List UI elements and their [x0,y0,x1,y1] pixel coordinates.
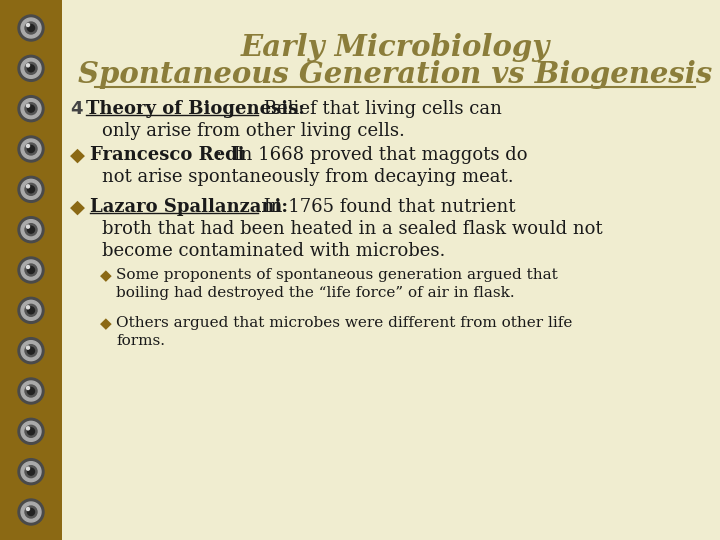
Text: ◆: ◆ [100,316,112,331]
Circle shape [27,509,35,516]
Circle shape [27,428,35,435]
Circle shape [27,387,30,389]
Circle shape [21,421,41,441]
Circle shape [25,426,37,437]
Circle shape [18,499,44,525]
Circle shape [27,145,30,147]
Circle shape [27,347,35,354]
Circle shape [27,467,30,470]
Circle shape [18,177,44,202]
Circle shape [25,103,37,114]
Circle shape [25,224,37,235]
Circle shape [18,217,44,242]
Circle shape [21,341,41,361]
Text: In 1765 found that nutrient: In 1765 found that nutrient [258,198,516,216]
Text: Theory of Biogenesis:: Theory of Biogenesis: [86,100,305,118]
Circle shape [21,99,41,119]
Circle shape [21,179,41,199]
Text: :  In 1668 proved that maggots do: : In 1668 proved that maggots do [216,146,528,164]
Circle shape [27,468,35,475]
Circle shape [27,226,35,233]
Text: Some proponents of spontaneous generation argued that: Some proponents of spontaneous generatio… [116,268,558,282]
Circle shape [21,502,41,522]
Circle shape [21,381,41,401]
Text: become contaminated with microbes.: become contaminated with microbes. [102,242,446,260]
Circle shape [18,418,44,444]
Circle shape [18,458,44,485]
Circle shape [27,24,35,31]
Circle shape [25,143,37,155]
Circle shape [21,18,41,38]
Text: broth that had been heated in a sealed flask would not: broth that had been heated in a sealed f… [102,220,603,238]
Circle shape [18,96,44,122]
Circle shape [25,506,37,518]
Circle shape [18,136,44,162]
Text: ◆: ◆ [100,268,112,283]
Circle shape [27,105,35,112]
Text: 4: 4 [70,100,83,118]
FancyBboxPatch shape [0,0,62,540]
Circle shape [27,65,35,72]
Text: ◆: ◆ [70,146,85,165]
Circle shape [27,185,30,188]
Text: forms.: forms. [116,334,165,348]
Circle shape [21,300,41,320]
Text: Others argued that microbes were different from other life: Others argued that microbes were differe… [116,316,572,330]
Circle shape [18,15,44,41]
Circle shape [21,260,41,280]
Circle shape [27,266,30,268]
Circle shape [27,306,30,309]
Circle shape [27,24,30,26]
Circle shape [21,220,41,240]
Circle shape [27,225,30,228]
Circle shape [27,307,35,314]
Circle shape [21,462,41,482]
Circle shape [21,58,41,78]
Circle shape [18,378,44,404]
Text: only arise from other living cells.: only arise from other living cells. [102,122,405,140]
Circle shape [21,139,41,159]
Text: Francesco Redi: Francesco Redi [90,146,245,164]
Text: boiling had destroyed the “life force” of air in flask.: boiling had destroyed the “life force” o… [116,286,515,300]
Text: not arise spontaneously from decaying meat.: not arise spontaneously from decaying me… [102,168,513,186]
Circle shape [18,298,44,323]
Text: Lazaro Spallanzani:: Lazaro Spallanzani: [90,198,288,216]
Circle shape [25,305,37,316]
Circle shape [25,22,37,34]
Circle shape [18,257,44,283]
Circle shape [27,427,30,430]
Circle shape [27,346,30,349]
Text: Spontaneous Generation vs Biogenesis: Spontaneous Generation vs Biogenesis [78,60,712,89]
Text: Early Microbiology: Early Microbiology [240,33,549,62]
Text: ◆: ◆ [70,198,85,217]
Circle shape [27,64,30,67]
Circle shape [25,62,37,75]
Text: Belief that living cells can: Belief that living cells can [258,100,502,118]
Circle shape [27,186,35,193]
Circle shape [25,184,37,195]
Circle shape [27,145,35,152]
Circle shape [25,264,37,276]
Circle shape [18,338,44,363]
Circle shape [25,345,37,356]
Circle shape [27,508,30,510]
Circle shape [27,388,35,395]
Circle shape [25,465,37,478]
Circle shape [25,385,37,397]
Circle shape [27,267,35,273]
Circle shape [18,55,44,82]
Circle shape [27,104,30,107]
